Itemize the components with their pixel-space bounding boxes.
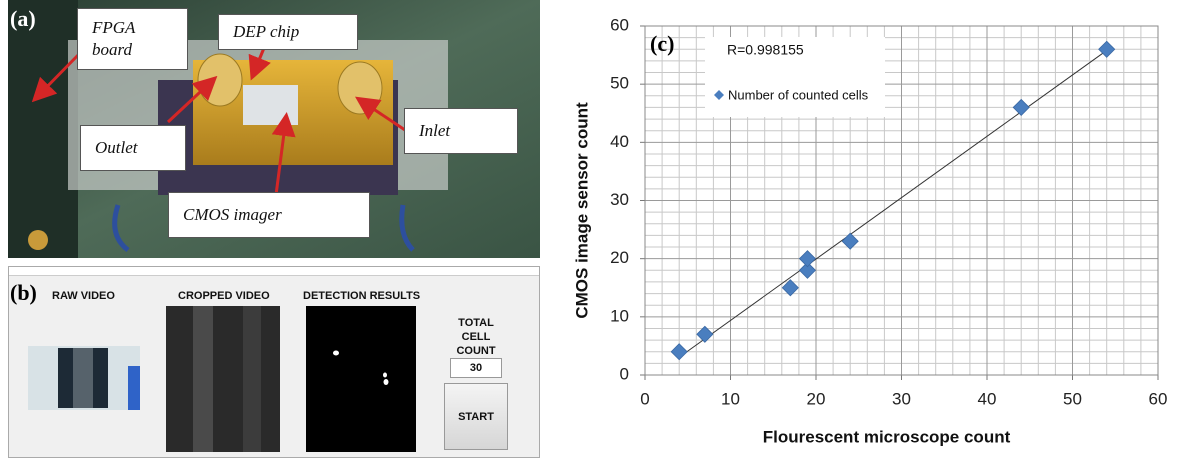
x-tick-label: 20 xyxy=(807,389,826,408)
axis-title: Flourescent microscope count xyxy=(763,427,1011,446)
y-tick-label: 30 xyxy=(610,190,629,209)
page: (a) FPGA board DEP chip Outlet Inlet CMO… xyxy=(0,0,1177,458)
y-tick-label: 0 xyxy=(620,364,629,383)
data-point xyxy=(1013,99,1029,115)
y-tick-label: 40 xyxy=(610,132,629,151)
x-tick-label: 50 xyxy=(1063,389,1082,408)
x-tick-label: 60 xyxy=(1149,389,1168,408)
axis-title: CMOS image sensor count xyxy=(572,102,591,319)
y-tick-label: 10 xyxy=(610,306,629,325)
x-tick-label: 30 xyxy=(892,389,911,408)
y-tick-label: 50 xyxy=(610,74,629,93)
x-tick-label: 10 xyxy=(721,389,740,408)
y-tick-label: 20 xyxy=(610,248,629,267)
x-tick-label: 40 xyxy=(978,389,997,408)
y-tick-label: 60 xyxy=(610,15,629,34)
chart: 0 10 20 30 40 50 60 0 10 20 30 40 50 60 Flourescent mi… xyxy=(0,0,1177,458)
annotation: R=0.998155 xyxy=(727,42,804,58)
legend-label: Number of counted cells xyxy=(728,87,869,102)
data-point xyxy=(799,251,815,267)
data-point xyxy=(671,344,687,360)
panel-label: (c) xyxy=(650,31,674,56)
x-tick-label: 0 xyxy=(640,389,649,408)
